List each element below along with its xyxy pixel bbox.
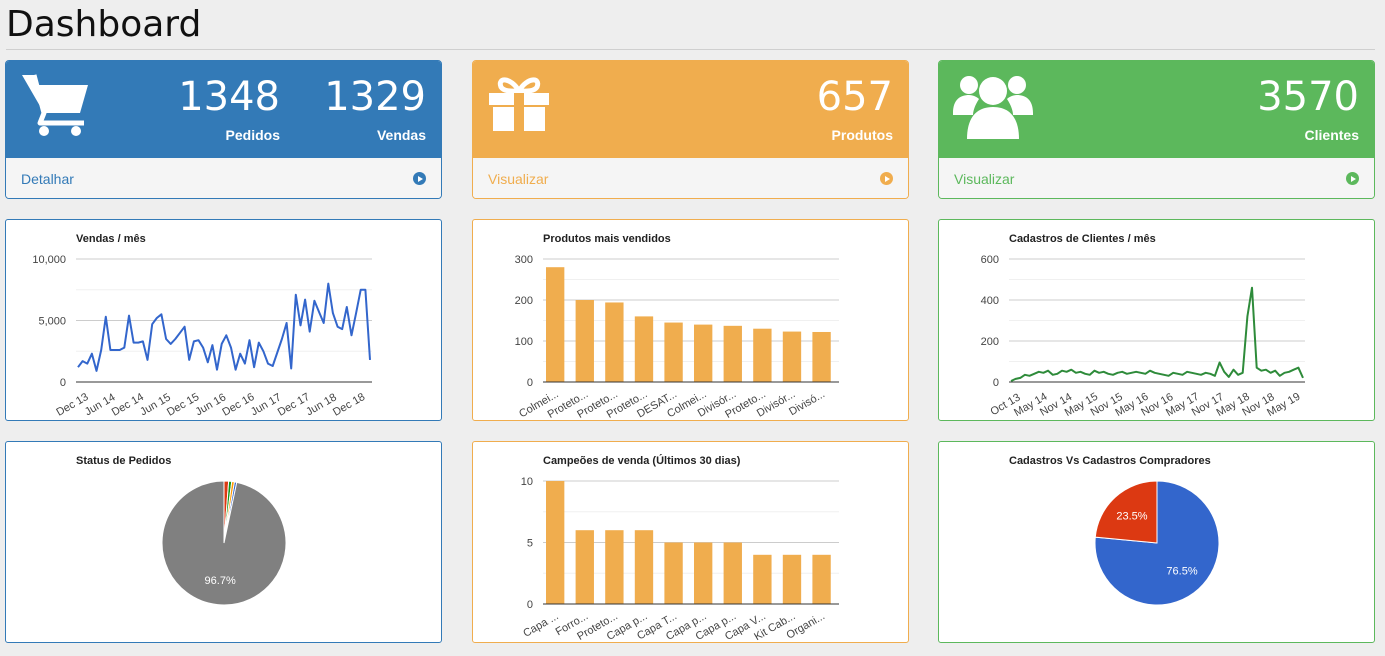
bar [694, 542, 713, 604]
y-tick-label: 0 [993, 377, 999, 389]
sales-per-month-chart: Vendas / mês 0 5,000 10,000 Dec 13 Jun 14 Dec… [5, 219, 442, 421]
x-tick-label: Dec 16 [220, 391, 256, 419]
pie-slice [1094, 480, 1158, 544]
sales-stat: 1329 Vendas [324, 75, 426, 143]
x-tick-label: Dec 18 [331, 391, 367, 419]
order-status-chart-title: Status de Pedidos [76, 455, 172, 467]
bar [723, 542, 742, 604]
client-signups-chart-title: Cadastros de Clientes / mês [1009, 233, 1156, 245]
bar [605, 302, 624, 382]
x-tick-label: Capa ... [521, 610, 560, 640]
bar [664, 542, 683, 604]
bar [546, 481, 565, 604]
clients-count: 3570 [1257, 74, 1359, 120]
top-products-chart: Produtos mais vendidos 0 100 200 300 Colmei.… [472, 219, 909, 421]
x-tick-label: Dec 15 [165, 391, 201, 419]
detail-orders-label: Detalhar [21, 170, 74, 187]
bar [812, 554, 831, 604]
clients-stat: 3570 Clientes [1257, 75, 1359, 143]
shopping-cart-icon [20, 71, 92, 142]
title-divider [6, 49, 1375, 50]
x-tick-label: Dec 17 [276, 391, 312, 419]
y-tick-label: 10 [521, 476, 533, 488]
y-tick-label: 600 [981, 254, 999, 266]
client-signups-chart: Cadastros de Clientes / mês 0 200 400 600 Oc… [938, 219, 1375, 421]
clients-label: Clientes [1304, 127, 1359, 143]
products-count: 657 [816, 74, 893, 120]
orders-label: Pedidos [225, 127, 280, 143]
bar [812, 331, 831, 382]
bar [753, 328, 772, 382]
bar [634, 316, 654, 382]
view-products-link[interactable]: Visualizar [473, 158, 908, 198]
y-tick-label: 0 [527, 377, 533, 389]
bar [605, 530, 624, 604]
arrow-circle-right-icon [880, 172, 893, 185]
pie-label: 76.5% [1166, 566, 1197, 578]
y-tick-label: 200 [981, 336, 999, 348]
bar [782, 331, 802, 382]
arrow-circle-right-icon [413, 172, 426, 185]
pie-label: 23.5% [1116, 510, 1147, 522]
y-tick-label: 10,000 [32, 254, 66, 266]
y-tick-label: 300 [515, 254, 533, 266]
orders-sales-card: 1348 Pedidos 1329 Vendas Detalhar [5, 60, 442, 199]
bar [575, 530, 594, 604]
bar [753, 554, 772, 604]
products-card: 657 Produtos Visualizar [472, 60, 909, 199]
signups-vs-buyers-chart: Cadastros Vs Cadastros Compradores 76.5%… [938, 441, 1375, 643]
signups-vs-buyers-chart-svg: 76.5% 23.5% [1094, 480, 1220, 606]
order-status-chart: Status de Pedidos 96.7% [5, 441, 442, 643]
sales-count: 1329 [324, 74, 426, 120]
bar [723, 325, 742, 382]
y-tick-label: 100 [515, 336, 533, 348]
gift-icon [487, 73, 551, 138]
y-tick-label: 400 [981, 295, 999, 307]
products-label: Produtos [831, 127, 893, 143]
top-products-chart-title: Produtos mais vendidos [543, 233, 671, 245]
sales-champions-chart: Campeões de venda (Últimos 30 dias) 0 5 10… [472, 441, 909, 643]
page-title: Dashboard [6, 4, 202, 45]
pie-label: 96.7% [205, 575, 236, 587]
detail-orders-link[interactable]: Detalhar [6, 158, 441, 198]
bar [634, 530, 654, 604]
y-tick-label: 200 [515, 295, 533, 307]
signups-vs-buyers-chart-title: Cadastros Vs Cadastros Compradores [1009, 455, 1211, 467]
top-products-chart-svg: 0100200300Colmei...Proteto...Proteto...P… [515, 254, 839, 420]
x-tick-label: Dec 13 [54, 391, 90, 419]
clients-card: 3570 Clientes Visualizar [938, 60, 1375, 199]
bar [664, 322, 683, 382]
y-tick-label: 0 [527, 599, 533, 611]
sales-label: Vendas [376, 127, 426, 143]
sales-champions-chart-title: Campeões de venda (Últimos 30 dias) [543, 455, 741, 467]
sales-chart-title: Vendas / mês [76, 233, 146, 245]
bar [546, 267, 565, 382]
series-line [1010, 286, 1304, 382]
bar [575, 300, 594, 382]
bar [694, 324, 713, 382]
orders-count: 1348 [178, 74, 280, 120]
order-status-chart-svg: 96.7% [161, 480, 287, 606]
view-clients-label: Visualizar [954, 170, 1015, 187]
series-line [77, 282, 371, 372]
pie-slice [161, 480, 287, 606]
arrow-circle-right-icon [1346, 172, 1359, 185]
orders-stat: 1348 Pedidos [178, 75, 280, 143]
y-tick-label: 5 [527, 538, 533, 550]
view-products-label: Visualizar [488, 170, 549, 187]
users-icon [953, 69, 1033, 146]
bar [782, 554, 802, 604]
y-tick-label: 5,000 [38, 316, 66, 328]
y-tick-label: 0 [60, 377, 66, 389]
products-stat: 657 Produtos [817, 75, 893, 143]
x-tick-label: Dec 14 [110, 391, 146, 419]
view-clients-link[interactable]: Visualizar [939, 158, 1374, 198]
